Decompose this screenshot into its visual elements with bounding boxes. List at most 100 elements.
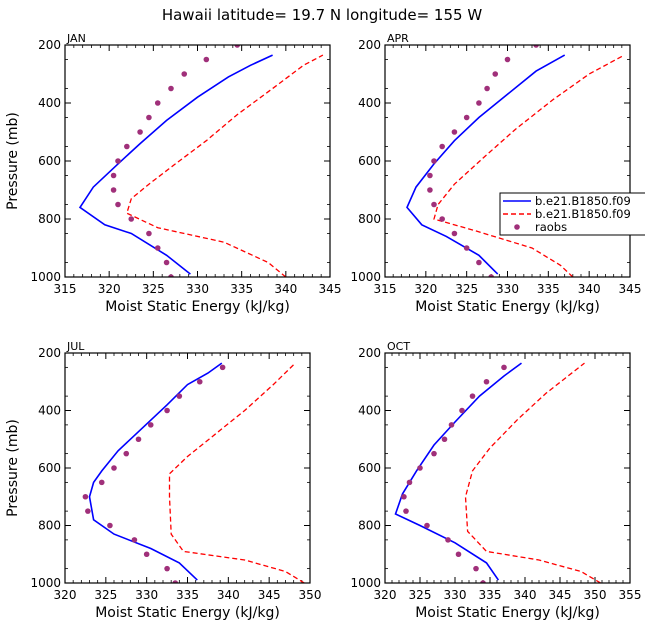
y-tick-label: 200: [38, 38, 61, 52]
raobs-point: [181, 71, 188, 77]
y-tick-label: 600: [38, 461, 61, 475]
raobs-point: [168, 274, 174, 277]
raobs-point: [124, 143, 130, 150]
x-tick-label: 330: [186, 282, 209, 296]
raobs-point: [115, 158, 121, 164]
raobs-point: [154, 245, 161, 251]
y-tick-label: 200: [358, 38, 381, 52]
y-tick-label: 800: [358, 519, 381, 533]
raobs-point: [176, 393, 183, 399]
x-axis-label: Moist Static Energy (kJ/kg): [415, 299, 600, 315]
x-tick-label: 345: [619, 282, 642, 296]
raobs-point: [441, 436, 448, 443]
x-tick-label: 325: [142, 282, 165, 296]
y-tick-label: 1000: [30, 270, 61, 284]
raobs-point: [203, 56, 210, 63]
raobs-point: [455, 551, 462, 558]
y-tick-label: 1000: [350, 576, 381, 590]
y-tick-label: 800: [358, 212, 381, 226]
raobs-point: [406, 479, 413, 486]
raobs-point: [98, 479, 105, 486]
panel-label: JUL: [66, 340, 85, 353]
panel-label: APR: [387, 32, 409, 45]
x-tick-label: 320: [414, 282, 437, 296]
raobs-point: [143, 551, 150, 558]
y-tick-label: 200: [358, 346, 381, 360]
x-tick-label: 320: [54, 588, 77, 602]
raobs-point: [401, 493, 407, 500]
raobs-point: [82, 493, 89, 500]
x-tick-label: 340: [578, 282, 601, 296]
x-axis-label: Moist Static Energy (kJ/kg): [105, 299, 290, 315]
raobs-point: [483, 378, 490, 385]
series-group: [406, 28, 625, 277]
raobs-point: [219, 364, 226, 371]
x-tick-label: 355: [619, 588, 642, 602]
raobs-point: [492, 71, 499, 77]
panel-label: OCT: [387, 340, 410, 353]
y-tick-label: 400: [358, 404, 381, 418]
y-tick-label: 600: [358, 154, 381, 168]
raobs-point: [504, 56, 511, 63]
panel-jul: 320 325 330 335 340 345 350 200 400 600 800 1000 JUL…: [5, 340, 321, 621]
raobs-point: [137, 129, 143, 135]
raobs-point: [445, 537, 451, 543]
y-axis-label: Pressure (mb): [5, 112, 21, 210]
raobs-point: [463, 245, 470, 251]
raobs-point: [110, 187, 117, 193]
x-tick-label: 340: [514, 588, 537, 602]
raobs-point: [172, 580, 179, 583]
y-tick-label: 600: [358, 461, 381, 475]
raobs-point: [110, 172, 117, 179]
raobs-point: [476, 259, 482, 266]
panel-oct: 320 325 330 335 340 345 350 355 200 400 600 800 1000…: [350, 340, 641, 621]
x-tick-label: 325: [94, 588, 117, 602]
y-tick-label: 200: [38, 346, 61, 360]
plot-frame: [384, 44, 631, 278]
series-line-dashed: [464, 362, 601, 583]
raobs-point: [115, 201, 121, 208]
x-tick-label: 320: [98, 282, 121, 296]
x-tick-label: 335: [537, 282, 560, 296]
x-tick-label: 340: [274, 282, 297, 296]
panels: 315 320 325 330 335 340 345 200 400 600 800 1000 JAN…: [5, 28, 642, 621]
figure-title: Hawaii latitude= 19.7 N longitude= 155 W: [162, 6, 482, 24]
raobs-point: [123, 450, 130, 457]
legend-label: b.e21.B1850.f09: [535, 194, 631, 208]
panel-apr: 315 320 325 330 335 340 345 200 400 600 800 1000 APR…: [350, 28, 642, 315]
x-tick-label: 335: [230, 282, 253, 296]
series-group: [78, 28, 324, 277]
x-tick-label: 325: [409, 588, 432, 602]
raobs-point: [476, 100, 482, 106]
raobs-point: [146, 230, 152, 237]
x-axis-label: Moist Static Energy (kJ/kg): [415, 605, 600, 621]
raobs-point: [501, 364, 507, 371]
raobs-point: [196, 378, 203, 385]
raobs-point: [459, 407, 465, 414]
x-tick-label: 330: [496, 282, 519, 296]
series-line-solid: [88, 362, 223, 581]
x-tick-label: 340: [217, 588, 240, 602]
raobs-point: [154, 100, 161, 106]
raobs-point: [427, 187, 433, 193]
raobs-point: [424, 522, 430, 529]
x-tick-label: 325: [455, 282, 478, 296]
y-axis-label: Pressure (mb): [5, 419, 21, 517]
raobs-point: [439, 216, 445, 222]
raobs-point: [270, 28, 276, 34]
x-tick-label: 345: [319, 282, 342, 296]
raobs-point: [234, 45, 241, 48]
raobs-point: [427, 172, 433, 179]
raobs-point: [566, 28, 572, 34]
y-tick-label: 600: [38, 154, 61, 168]
x-tick-label: 345: [258, 588, 281, 602]
legend-label: b.e21.B1850.f09: [535, 207, 631, 221]
raobs-point: [131, 537, 138, 543]
x-tick-label: 345: [549, 588, 572, 602]
x-tick-label: 335: [176, 588, 199, 602]
raobs-point: [168, 85, 174, 92]
raobs-point: [85, 508, 91, 514]
raobs-point: [431, 201, 437, 208]
y-tick-label: 1000: [30, 576, 61, 590]
